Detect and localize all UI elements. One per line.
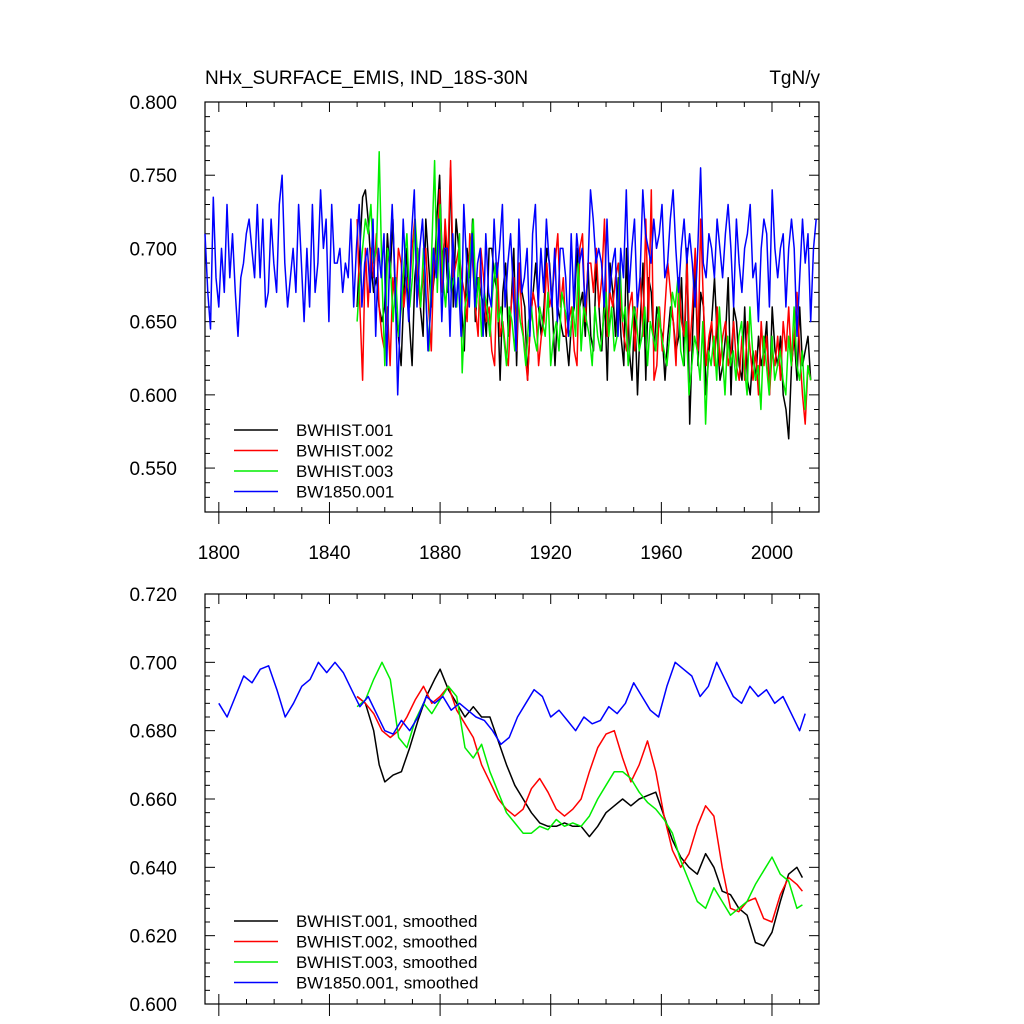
legend-label: BWHIST.001 — [296, 421, 393, 440]
bottom-y-tick-label: 0.700 — [129, 653, 177, 674]
top-x-tick-label: 1840 — [308, 543, 350, 564]
top-x-tick-label: 1800 — [198, 543, 240, 564]
series-line-bwhist-003-smoothed — [356, 661, 803, 916]
top-axis-ticks: 0.550 0.600 0.650 0.700 0.750 0.800 1800 1840 18… — [129, 93, 819, 564]
bottom-y-tick-label: 0.660 — [129, 790, 177, 811]
top-chart-units: TgN/y — [769, 68, 820, 89]
legend-label: BWHIST.003, smoothed — [296, 953, 477, 972]
bottom-y-tick-label: 0.680 — [129, 722, 177, 743]
bottom-series-group — [218, 661, 806, 947]
legend-label: BWHIST.001, smoothed — [296, 912, 477, 931]
series-line-bwhist-003 — [356, 151, 812, 425]
bottom-legend: BWHIST.001, smoothed BWHIST.002, smoothed… — [234, 912, 478, 993]
series-line-bw1850-001-smoothed — [218, 661, 806, 746]
series-line-bwhist-002-smoothed — [356, 685, 803, 923]
legend-label: BWHIST.002 — [296, 442, 393, 461]
legend-label: BWHIST.002, smoothed — [296, 933, 477, 952]
top-y-tick-label: 0.800 — [129, 93, 177, 114]
top-x-tick-label: 2000 — [751, 543, 793, 564]
bottom-y-tick-label: 0.600 — [129, 995, 177, 1016]
bottom-y-tick-label: 0.620 — [129, 927, 177, 948]
top-y-tick-label: 0.750 — [129, 166, 177, 187]
top-chart-title: NHx_SURFACE_EMIS, IND_18S-30N — [205, 68, 528, 89]
top-y-tick-label: 0.650 — [129, 313, 177, 334]
top-y-tick-label: 0.600 — [129, 386, 177, 407]
legend-label: BW1850.001 — [296, 483, 394, 502]
series-line-bw1850-001 — [204, 167, 817, 396]
top-series-group — [204, 151, 817, 440]
top-x-tick-label: 1960 — [640, 543, 682, 564]
bottom-y-tick-label: 0.720 — [129, 585, 177, 606]
bottom-y-tick-label: 0.640 — [129, 858, 177, 879]
legend-label: BW1850.001, smoothed — [296, 974, 478, 993]
top-panel: NHx_SURFACE_EMIS, IND_18S-30N TgN/y 0.55… — [129, 68, 820, 564]
legend-label: BWHIST.003 — [296, 462, 393, 481]
top-y-tick-label: 0.700 — [129, 239, 177, 260]
top-y-tick-label: 0.550 — [129, 459, 177, 480]
top-x-tick-label: 1880 — [419, 543, 461, 564]
bottom-panel: 0.600 0.620 0.640 0.660 0.680 0.700 0.720 BWHI… — [129, 585, 820, 1016]
bottom-axis-ticks: 0.600 0.620 0.640 0.660 0.680 0.700 0.720 — [129, 585, 819, 1016]
top-x-tick-label: 1920 — [530, 543, 572, 564]
